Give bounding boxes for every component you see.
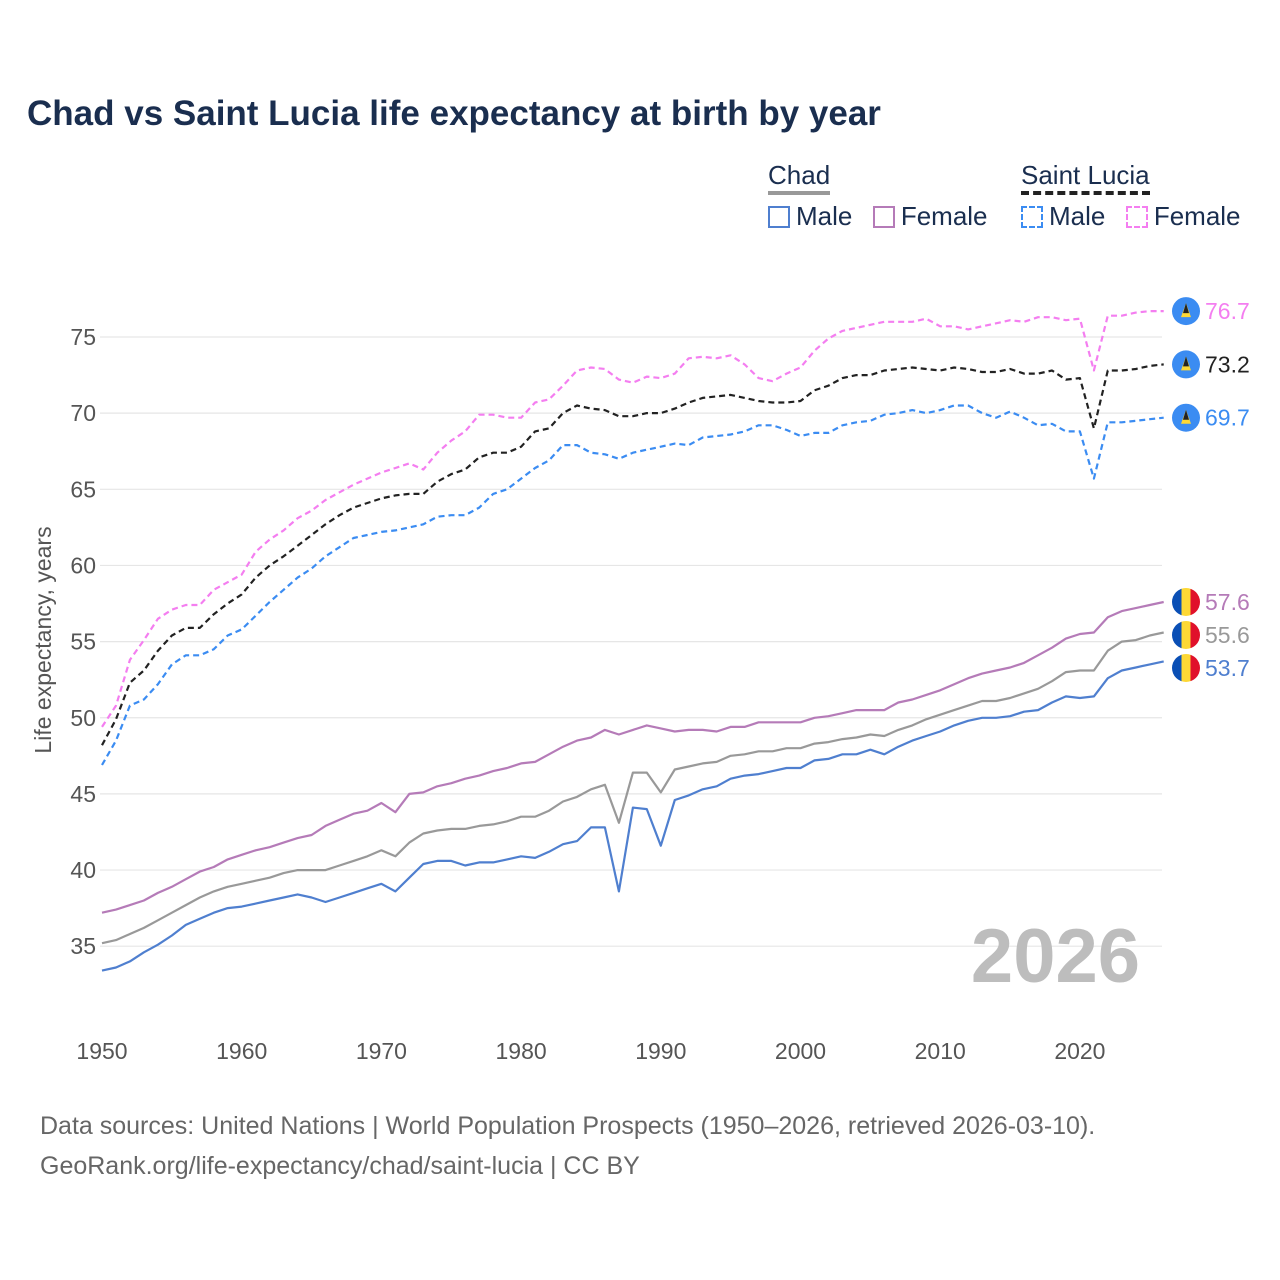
series-line-chad-male bbox=[101, 660, 1164, 972]
saint-lucia-flag-icon bbox=[1172, 297, 1200, 326]
y-tick-label: 60 bbox=[70, 552, 96, 578]
series-line-saint-lucia-total bbox=[101, 363, 1164, 746]
chad-flag-icon bbox=[1172, 588, 1200, 617]
chad-flag-icon bbox=[1172, 621, 1200, 650]
swatch-icon bbox=[768, 205, 790, 228]
legend-item-saint-lucia-female[interactable]: Female bbox=[1125, 201, 1241, 232]
saint-lucia-flag-icon bbox=[1172, 403, 1200, 432]
end-value-label: 69.7 bbox=[1205, 405, 1250, 431]
legend-item-saint-lucia-male[interactable]: Male bbox=[1021, 201, 1105, 232]
x-tick-label: 1980 bbox=[496, 1038, 547, 1064]
legend-label: Female bbox=[900, 201, 988, 231]
end-value-label: 55.6 bbox=[1205, 622, 1250, 648]
chart-title: Chad vs Saint Lucia life expectancy at b… bbox=[27, 94, 881, 133]
y-tick-label: 75 bbox=[70, 324, 96, 350]
end-value-label: 53.7 bbox=[1205, 655, 1250, 681]
series-line-chad-female bbox=[101, 600, 1164, 914]
legend-item-chad-male[interactable]: Male bbox=[768, 201, 852, 232]
chad-flag-icon bbox=[1172, 654, 1200, 683]
swatch-icon bbox=[1021, 205, 1043, 228]
legend-heading-chad: Chad bbox=[768, 160, 831, 195]
x-tick-label: 1950 bbox=[76, 1038, 127, 1064]
y-axis-label: Life expectancy, years bbox=[30, 526, 56, 753]
y-tick-label: 70 bbox=[70, 400, 96, 426]
x-tick-label: 2010 bbox=[915, 1038, 966, 1064]
x-tick-label: 1990 bbox=[635, 1038, 686, 1064]
x-tick-label: 2000 bbox=[775, 1038, 826, 1064]
y-tick-label: 35 bbox=[70, 933, 96, 959]
year-watermark: 2026 bbox=[971, 914, 1140, 999]
legend-group-saint-lucia: Saint Lucia Male Female bbox=[1021, 160, 1257, 233]
y-tick-label: 65 bbox=[70, 476, 96, 502]
y-tick-label: 55 bbox=[70, 629, 96, 655]
x-tick-label: 1970 bbox=[356, 1038, 407, 1064]
legend-label: Female bbox=[1153, 201, 1241, 231]
swatch-icon bbox=[872, 205, 895, 228]
swatch-icon bbox=[1125, 205, 1148, 228]
saint-lucia-flag-icon bbox=[1172, 350, 1200, 379]
footer: Data sources: United Nations | World Pop… bbox=[40, 1106, 1095, 1186]
series-line-saint-lucia-male bbox=[101, 404, 1164, 766]
series-line-chad-total bbox=[101, 631, 1164, 945]
legend-group-chad: Chad Male Female bbox=[768, 160, 1004, 233]
footer-sources: Data sources: United Nations | World Pop… bbox=[40, 1112, 1096, 1140]
y-tick-label: 40 bbox=[70, 857, 96, 883]
x-tick-label: 2020 bbox=[1054, 1038, 1105, 1064]
legend-label: Male bbox=[796, 201, 853, 231]
end-value-label: 73.2 bbox=[1205, 351, 1250, 377]
footer-link[interactable]: GeoRank.org/life-expectancy/chad/saint-l… bbox=[40, 1152, 640, 1180]
end-value-label: 76.7 bbox=[1205, 298, 1250, 324]
y-tick-label: 50 bbox=[70, 705, 96, 731]
legend-item-chad-female[interactable]: Female bbox=[872, 201, 988, 232]
series-line-saint-lucia-female bbox=[101, 310, 1164, 728]
x-tick-label: 1960 bbox=[216, 1038, 267, 1064]
legend-label: Male bbox=[1049, 201, 1106, 231]
end-value-label: 57.6 bbox=[1205, 589, 1250, 615]
legend-heading-saint-lucia: Saint Lucia bbox=[1021, 160, 1150, 195]
y-tick-label: 45 bbox=[70, 781, 96, 807]
